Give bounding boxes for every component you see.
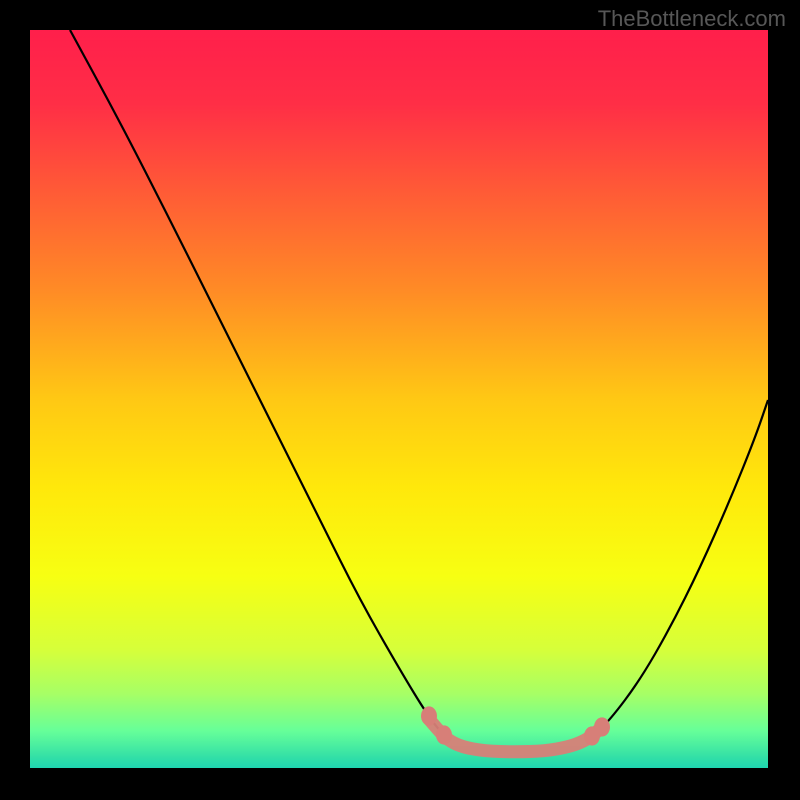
chart-background (30, 30, 768, 768)
chart-area (30, 30, 768, 768)
bottleneck-chart-svg (30, 30, 768, 768)
trough-dot (594, 717, 610, 736)
watermark-text: TheBottleneck.com (598, 6, 786, 32)
trough-dot (421, 706, 437, 725)
trough-dot (436, 725, 452, 744)
